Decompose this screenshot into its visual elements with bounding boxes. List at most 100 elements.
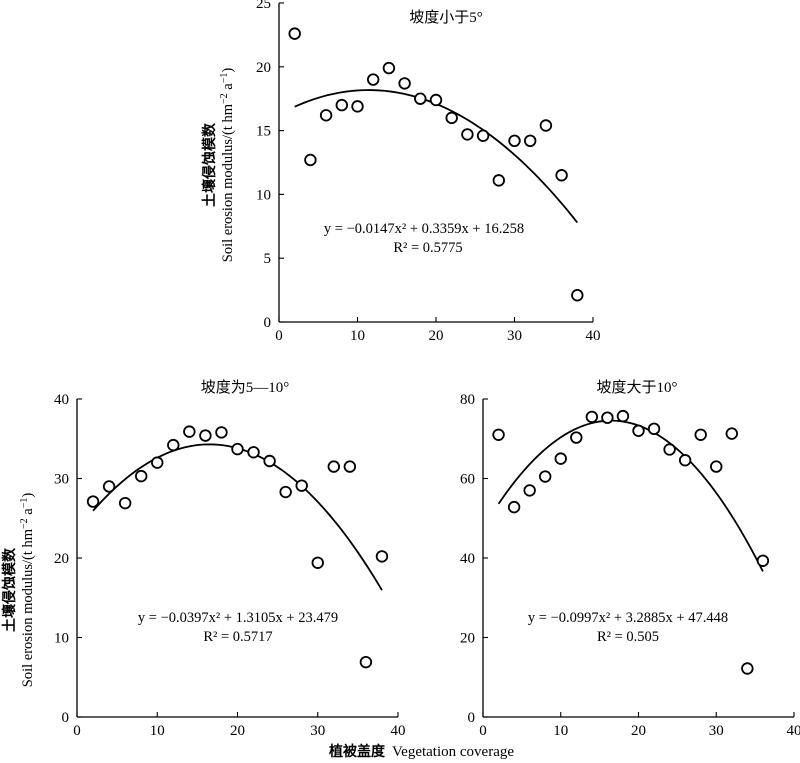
- data-point: [616, 409, 630, 423]
- x-tick-label: 40: [586, 328, 601, 344]
- y-axis-label-en: Soil erosion modulus/(t hm−2 a−1): [19, 493, 36, 688]
- panel-title: 坡度大于10°: [597, 379, 678, 396]
- fit-curve: [294, 89, 579, 224]
- x-axis-label-en: Vegetation coverage: [392, 744, 514, 760]
- data-point: [118, 496, 132, 510]
- y-tick-label: 40: [460, 551, 475, 567]
- fit-equation: y = −0.0397x² + 1.3105x + 23.479: [138, 610, 338, 626]
- data-point: [756, 554, 770, 567]
- y-tick-label: 80: [460, 392, 475, 408]
- data-point: [304, 153, 317, 167]
- data-point: [295, 479, 308, 492]
- data-point: [343, 460, 357, 473]
- fit-curve: [497, 419, 764, 572]
- data-point: [247, 446, 260, 459]
- panel-slope-5-10: 坡度为5—10° 0 10 20 30 40 0 10 20 30 40 y = −0.0397x…: [1, 379, 406, 739]
- data-point: [663, 443, 676, 456]
- panel-title: 坡度为5—10°: [201, 379, 290, 396]
- data-point: [445, 111, 458, 125]
- data-point: [492, 174, 506, 187]
- fit-equation: y = −0.0997x² + 3.2885x + 47.448: [528, 610, 728, 626]
- data-point: [327, 460, 341, 473]
- data-point: [288, 27, 301, 40]
- data-point: [279, 485, 292, 499]
- y-tick-label: 20: [54, 551, 69, 567]
- data-point: [382, 61, 396, 75]
- data-point: [461, 128, 474, 141]
- data-point: [632, 424, 645, 438]
- data-point: [215, 426, 228, 439]
- y-tick-label: 5: [264, 251, 272, 267]
- y-axis-label-en: Soil erosion modulus/(t hm−2 a−1): [219, 68, 236, 263]
- fit-equation: y = −0.0147x² + 0.3359x + 16.258: [324, 221, 524, 237]
- y-axis-label: 土壤侵蚀模数 Soil erosion modulus/(t hm−2 a−1): [1, 493, 36, 688]
- data-point: [263, 454, 276, 468]
- x-tick-label: 20: [631, 723, 646, 739]
- data-point: [86, 495, 100, 508]
- data-point: [351, 100, 364, 113]
- data-point: [539, 119, 553, 132]
- y-tick-label: 20: [256, 60, 271, 76]
- y-axis-label-cn: 土壤侵蚀模数: [201, 122, 218, 207]
- data-point: [151, 456, 164, 469]
- panel-slope-lt-5: 坡度小于5° 0 10 20 30 40 0 5 10 15 20 25 y = −0.0147x²…: [201, 0, 601, 344]
- r-squared: R² = 0.5717: [203, 629, 272, 645]
- x-axis-label-cn: 植被盖度: [328, 743, 386, 760]
- x-tick-label: 20: [429, 328, 444, 344]
- panel-title: 坡度小于5°: [409, 9, 483, 26]
- x-tick-label: 30: [507, 328, 522, 344]
- x-tick-label: 20: [230, 723, 245, 739]
- data-point: [335, 98, 349, 112]
- y-tick-label: 0: [468, 710, 476, 726]
- y-axis-label-cn: 土壤侵蚀模数: [1, 547, 18, 632]
- r-squared: R² = 0.5775: [393, 240, 462, 256]
- data-point: [429, 93, 443, 107]
- x-tick-label: 40: [391, 723, 406, 739]
- data-point: [678, 454, 692, 467]
- x-tick-label: 0: [73, 723, 81, 739]
- data-point: [398, 77, 411, 90]
- r-squared: R² = 0.505: [597, 629, 659, 645]
- data-point: [539, 470, 552, 483]
- data-point: [319, 109, 333, 122]
- data-point: [367, 73, 380, 86]
- data-point: [167, 438, 180, 452]
- y-axis-label: 土壤侵蚀模数 Soil erosion modulus/(t hm−2 a−1): [201, 68, 236, 263]
- data-point: [414, 92, 427, 105]
- x-axis-label: 植被盖度 Vegetation coverage: [328, 743, 514, 760]
- y-tick-label: 20: [460, 631, 475, 647]
- data-point: [507, 500, 521, 514]
- y-tick-label: 25: [256, 0, 271, 12]
- x-tick-label: 10: [553, 723, 568, 739]
- data-point: [694, 428, 707, 441]
- data-point: [492, 428, 505, 441]
- y-tick-label: 0: [62, 710, 70, 726]
- data-point: [523, 484, 536, 497]
- x-tick-label: 10: [350, 328, 365, 344]
- data-point: [359, 655, 373, 669]
- data-point: [199, 429, 212, 442]
- data-point: [134, 469, 148, 483]
- x-tick-label: 0: [275, 328, 283, 344]
- x-tick-label: 0: [479, 723, 487, 739]
- y-tick-label: 10: [54, 631, 69, 647]
- data-point: [710, 460, 723, 473]
- data-point: [476, 129, 490, 142]
- y-tick-label: 0: [264, 315, 272, 331]
- data-point: [571, 289, 584, 302]
- data-point: [741, 662, 754, 675]
- data-point: [183, 425, 196, 438]
- data-point: [647, 422, 661, 436]
- y-tick-label: 15: [256, 124, 271, 140]
- y-tick-label: 40: [54, 392, 69, 408]
- x-tick-label: 30: [709, 723, 724, 739]
- data-point: [725, 427, 739, 440]
- y-tick-label: 60: [460, 472, 475, 488]
- x-tick-label: 10: [150, 723, 165, 739]
- x-tick-label: 30: [310, 723, 325, 739]
- y-tick-label: 10: [256, 187, 271, 203]
- data-point: [375, 550, 389, 563]
- y-tick-label: 30: [54, 472, 69, 488]
- data-point: [311, 556, 324, 569]
